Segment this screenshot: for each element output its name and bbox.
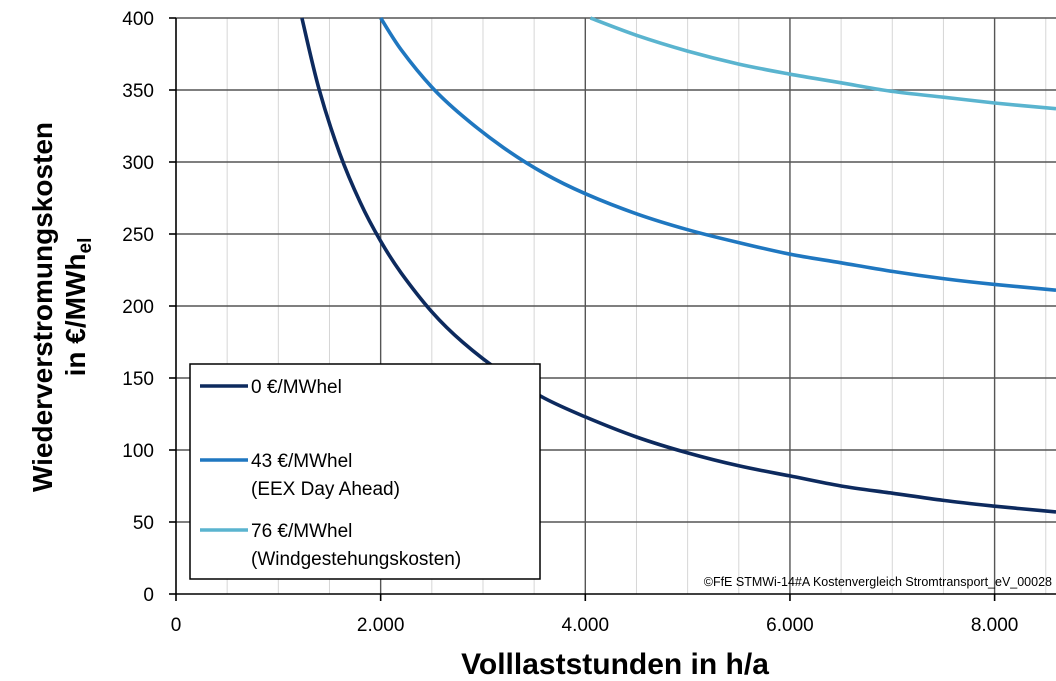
legend-label-2: 43 €/MWhel <box>251 451 352 472</box>
x-axis-title: Volllaststunden in h/a <box>461 648 769 681</box>
y-axis-title-unit: in €/MWhel <box>60 238 96 377</box>
y-tick-label: 0 <box>143 585 154 606</box>
series-line-3 <box>589 16 1056 111</box>
y-axis-title: Wiederverstromungskosten in €/MWhel <box>27 122 96 492</box>
copyright-note: ©FfE STMWi-14#A Kostenvergleich Stromtra… <box>704 575 1052 589</box>
y-tick-label: 100 <box>122 441 154 462</box>
x-tick-label: 0 <box>171 615 182 636</box>
legend-label-3: (Windgestehungskosten) <box>251 549 461 570</box>
legend-label-3: 76 €/MWhel <box>251 521 352 542</box>
y-tick-label: 250 <box>122 225 154 246</box>
y-tick-label: 300 <box>122 153 154 174</box>
y-tick-label: 400 <box>122 9 154 30</box>
legend-box <box>189 363 541 580</box>
y-tick-label: 200 <box>122 297 154 318</box>
legend-label-1: 0 €/MWhel <box>251 377 342 398</box>
x-tick-label: 6.000 <box>766 615 814 636</box>
legend: 0 €/MWhel 43 €/MWhel (EEX Day Ahead) 76 €/M… <box>189 363 541 580</box>
y-tick-label: 50 <box>133 513 154 534</box>
tick-labels: 0 50 100 150 200 250 300 350 400 0 2.000 4.000 6.000… <box>122 9 1018 636</box>
y-axis-title-unit-prefix: in €/MWh <box>60 253 91 376</box>
y-tick-label: 350 <box>122 81 154 102</box>
y-tick-label: 150 <box>122 369 154 390</box>
x-tick-label: 2.000 <box>357 615 405 636</box>
x-tick-label: 8.000 <box>971 615 1019 636</box>
y-axis-title-main: Wiederverstromungskosten <box>27 122 58 492</box>
legend-items: 0 €/MWhel 43 €/MWhel (EEX Day Ahead) 76 €/M… <box>200 377 461 570</box>
legend-label-2: (EEX Day Ahead) <box>251 479 400 500</box>
series-layer <box>300 16 1056 514</box>
axes-layer <box>169 17 1056 601</box>
x-tick-label: 4.000 <box>562 615 610 636</box>
series-line-1 <box>300 17 1056 514</box>
y-axis-title-unit-subscript: el <box>75 238 96 254</box>
series-line-2 <box>379 17 1056 292</box>
